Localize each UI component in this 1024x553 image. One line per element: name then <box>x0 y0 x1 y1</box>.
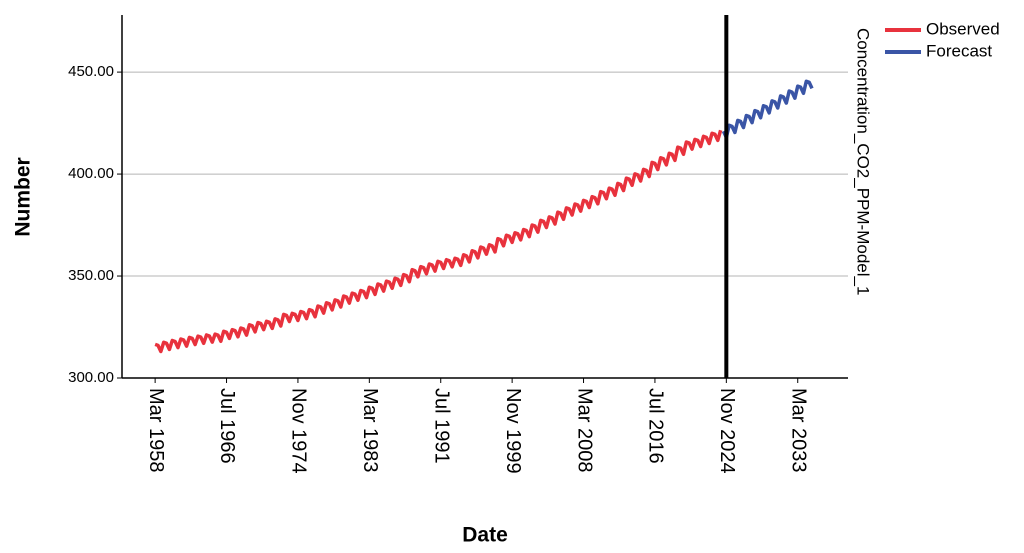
series-line <box>721 79 814 140</box>
x-tick-label: Nov 2024 <box>716 388 738 474</box>
x-tick-label: Jul 1966 <box>216 388 238 464</box>
y-tick-label: 300.00 <box>68 369 114 386</box>
x-tick-label: Mar 2008 <box>573 388 595 473</box>
legend-label: Observed <box>926 19 1000 38</box>
x-axis-title: Date <box>462 524 508 547</box>
x-tick-label: Mar 1958 <box>145 388 167 473</box>
y-tick-label: 450.00 <box>68 63 114 80</box>
series-line <box>154 129 723 354</box>
x-tick-label: Jul 2016 <box>645 388 667 464</box>
y-tick-label: 400.00 <box>68 165 114 182</box>
x-tick-label: Mar 2033 <box>787 388 809 473</box>
legend-title: Concentration_CO2_PPM-Model_1 <box>854 28 873 295</box>
y-tick-label: 350.00 <box>68 267 114 284</box>
y-axis-title: Number <box>12 157 35 236</box>
legend-label: Forecast <box>926 41 992 60</box>
x-tick-label: Jul 1991 <box>430 388 452 464</box>
x-tick-label: Nov 1974 <box>288 388 310 474</box>
x-tick-label: Mar 1983 <box>359 388 381 473</box>
x-tick-label: Nov 1999 <box>502 388 524 474</box>
